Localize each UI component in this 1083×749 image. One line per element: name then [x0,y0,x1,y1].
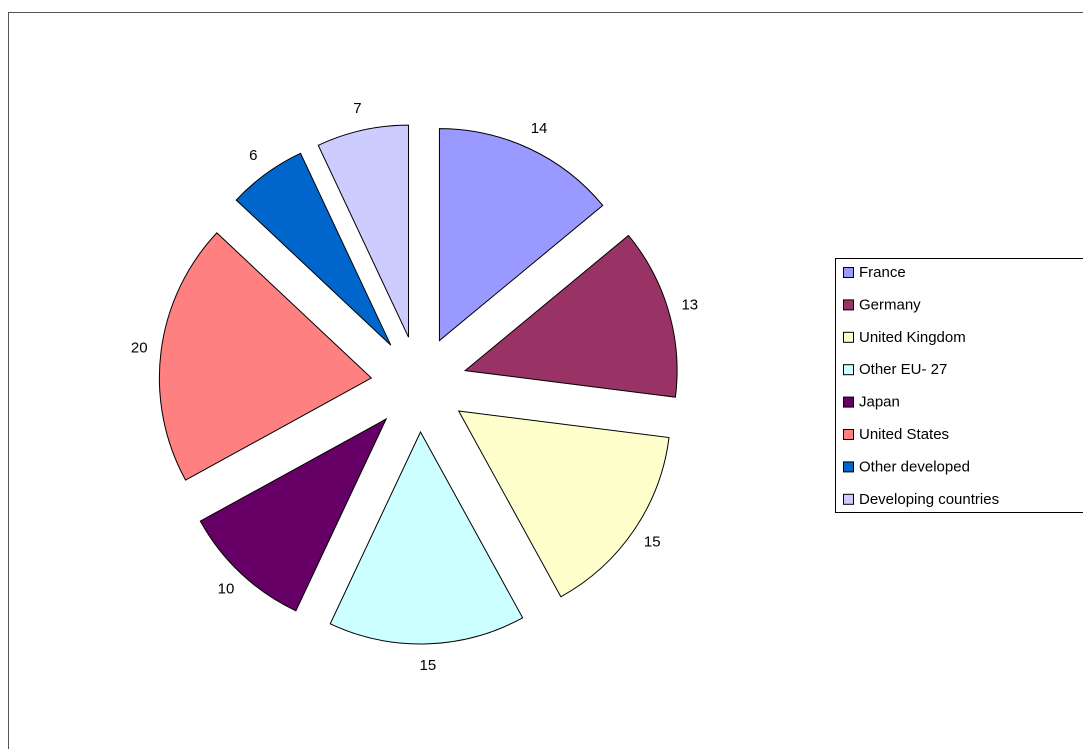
legend-swatch [843,461,854,473]
legend-label: Other developed [859,458,970,475]
legend-swatch [843,299,854,311]
data-label: 15 [644,533,661,550]
data-label: 20 [131,340,148,357]
pie-slice [199,417,388,612]
legend-swatch [843,493,854,505]
legend-swatch [843,429,854,440]
data-label: 10 [218,581,235,598]
legend-label: Developing countries [859,491,999,508]
data-label: 15 [420,657,437,674]
data-label: 14 [531,120,548,137]
pie-slice [235,152,392,346]
legend-label: France [859,264,906,281]
data-label: 13 [681,296,698,313]
pie-slice [329,430,524,645]
pie-slice [158,232,373,481]
data-label: 6 [249,147,257,164]
legend-box [835,258,1083,513]
legend-label: Other EU- 27 [859,361,947,378]
legend-label: United Kingdom [859,329,966,346]
pie-slice [438,128,604,342]
legend-label: United States [859,426,949,443]
legend-label: Japan [859,394,900,411]
pie-slice [463,234,678,398]
pie-slice [457,410,670,598]
legend-swatch [843,267,854,278]
pie-slice [317,124,410,338]
legend-swatch [843,364,854,376]
legend-swatch [843,331,854,343]
legend-label: Germany [859,296,921,313]
legend-swatch [843,396,854,408]
data-label: 7 [353,100,361,117]
